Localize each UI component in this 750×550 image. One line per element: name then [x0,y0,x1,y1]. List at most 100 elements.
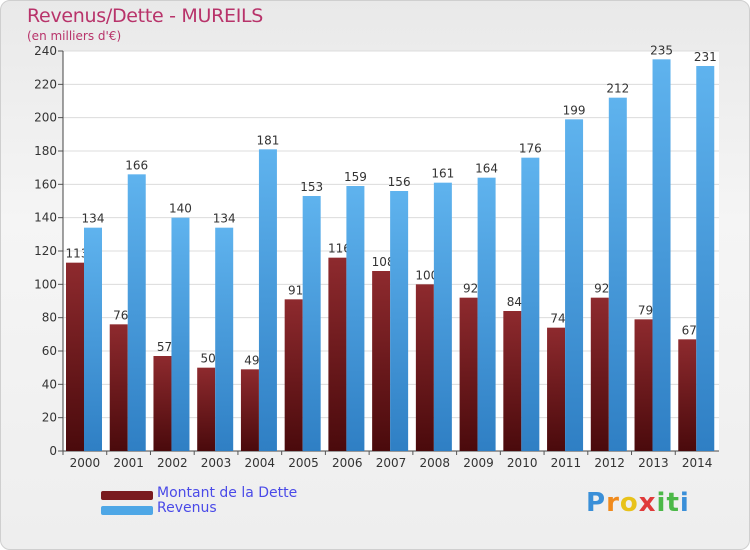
x-tick-label: 2001 [113,456,144,470]
bar-dette [372,271,391,451]
legend-label-dette: Montant de la Dette [157,485,298,501]
data-label-revenus: 156 [388,175,411,189]
bar-dette [197,367,216,451]
data-label-dette: 92 [594,282,609,296]
y-tick-label: 40 [42,377,57,391]
data-label-revenus: 159 [344,170,367,184]
x-tick-label: 2002 [157,456,188,470]
data-label-dette: 116 [328,242,351,256]
y-tick-label: 100 [34,277,57,291]
data-label-dette: 92 [463,282,478,296]
data-label-revenus: 235 [650,43,673,57]
bar-revenus [521,157,540,451]
bar-revenus [258,149,277,452]
y-tick-label: 220 [34,77,57,91]
legend-label-revenus: Revenus [157,500,217,516]
x-tick-label: 2005 [288,456,319,470]
data-label-dette: 108 [372,255,395,269]
bar-dette [240,369,259,451]
bar-dette [503,311,522,451]
data-label-revenus: 140 [169,202,192,216]
data-label-dette: 74 [550,312,565,326]
data-label-dette: 50 [201,352,216,366]
bar-revenus [302,196,321,451]
y-tick-label: 80 [42,311,57,325]
data-label-revenus: 212 [606,82,629,96]
bar-revenus [608,97,627,452]
data-label-dette: 76 [113,308,128,322]
bar-revenus [652,59,671,451]
bar-dette [328,257,347,451]
logo-letter: r [606,488,620,518]
x-tick-label: 2007 [376,456,407,470]
data-label-revenus: 153 [300,180,323,194]
logo-letter: o [619,488,639,518]
x-tick-label: 2014 [682,456,713,470]
y-tick-label: 60 [42,344,57,358]
data-label-dette: 113 [66,247,89,261]
y-tick-label: 180 [34,144,57,158]
x-tick-label: 2008 [419,456,450,470]
bar-revenus [696,66,715,451]
bar-dette [678,339,697,451]
x-tick-label: 2000 [70,456,101,470]
data-label-revenus: 166 [125,158,148,172]
bar-dette [590,297,609,451]
bar-dette [284,299,303,451]
y-tick-label: 0 [49,444,57,458]
bar-revenus [390,191,409,451]
data-label-revenus: 231 [694,50,717,64]
chart-subtitle: (en milliers d'€) [27,29,122,43]
bar-revenus [84,227,102,451]
y-tick-label: 160 [34,177,57,191]
data-label-revenus: 181 [256,133,279,147]
data-label-revenus: 134 [213,212,236,226]
data-label-dette: 67 [682,323,697,337]
bar-revenus [215,227,234,451]
x-tick-label: 2011 [551,456,582,470]
x-tick-label: 2012 [594,456,625,470]
chart-title: Revenus/Dette - MUREILS [27,5,264,27]
bar-dette [153,356,172,451]
data-label-dette: 84 [507,295,522,309]
x-tick-label: 2006 [332,456,363,470]
y-tick-label: 140 [34,211,57,225]
x-tick-label: 2010 [507,456,538,470]
logo-letter: i [679,488,690,518]
x-tick-label: 2013 [638,456,669,470]
data-label-dette: 91 [288,283,303,297]
data-label-dette: 57 [157,340,172,354]
x-tick-label: 2003 [201,456,232,470]
data-label-dette: 79 [638,303,653,317]
data-label-revenus: 134 [82,212,105,226]
bar-dette [459,297,478,451]
y-tick-label: 120 [34,244,57,258]
bar-revenus [127,174,146,452]
bar-revenus [565,119,584,451]
logo-letter: t [666,488,680,518]
y-tick-label: 240 [34,44,57,58]
data-label-dette: 49 [244,353,259,367]
data-label-revenus: 164 [475,162,498,176]
legend-swatch-dette [101,491,153,500]
bar-revenus [171,217,190,451]
y-tick-label: 200 [34,111,57,125]
x-tick-label: 2009 [463,456,494,470]
bar-dette [66,262,84,451]
logo-letter: x [638,488,657,518]
bar-revenus [477,177,496,451]
logo-letter: i [656,488,667,518]
legend-swatch-revenus [101,506,153,515]
bar-dette [634,319,653,451]
bar-dette [109,324,128,451]
x-tick-label: 2004 [245,456,276,470]
bar-dette [415,284,434,451]
data-label-revenus: 176 [519,142,542,156]
logo-letter: P [586,488,607,518]
bar-revenus [346,186,365,451]
bar-revenus [433,182,452,451]
data-label-revenus: 161 [431,167,454,181]
proxiti-logo: Proxiti [586,488,690,518]
